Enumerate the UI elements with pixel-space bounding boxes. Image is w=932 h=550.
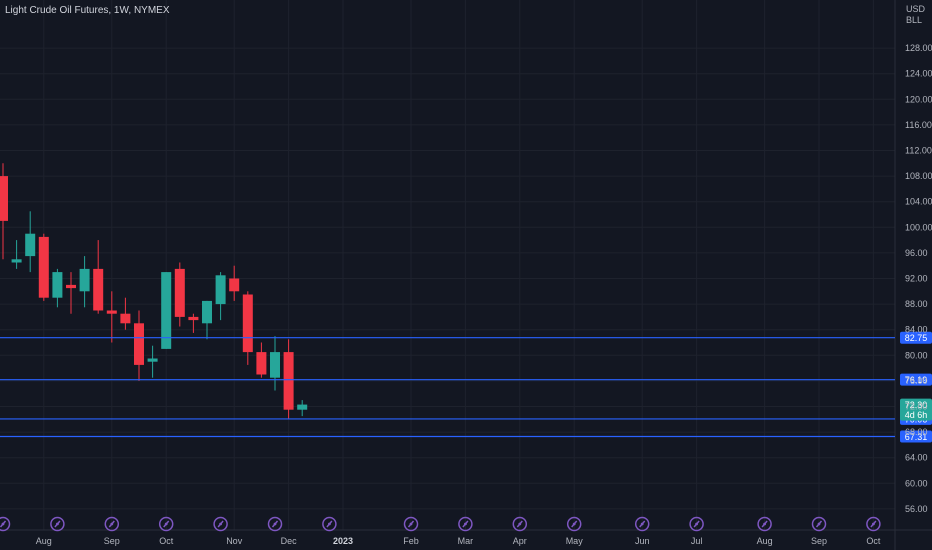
candle-body: [147, 358, 158, 362]
x-tick-label: Dec: [281, 536, 298, 546]
y-tick-label: 80.00: [905, 350, 928, 360]
last-price-badge[interactable]: [900, 398, 932, 421]
y-tick-label: 64.00: [905, 453, 928, 463]
time-axis[interactable]: Aug Sep Oct Nov Dec 2023 Feb Mar Apr May Jun Jul Aug…: [36, 536, 881, 546]
candle-body: [188, 316, 199, 321]
y-tick-label: 76.00: [905, 376, 928, 386]
candle-body: [202, 300, 212, 324]
x-tick-label: May: [566, 536, 584, 546]
y-tick-label: 104.00: [905, 197, 932, 207]
currency-label: USD: [906, 4, 926, 14]
x-tick-label: Nov: [226, 536, 243, 546]
event-marker-icon[interactable]: [866, 516, 881, 532]
candle-body: [79, 268, 90, 292]
unit-label: BLL: [906, 15, 922, 25]
y-tick-label: 60.00: [905, 478, 928, 488]
price-axis-header: USD BLL: [906, 4, 926, 25]
candle-body: [174, 268, 185, 317]
candle-body: [93, 268, 104, 311]
price-axis[interactable]: 56.00 60.00 64.00 68.00 72.00 76.00 80.00 84.00…: [905, 43, 932, 514]
y-tick-label: 108.00: [905, 171, 932, 181]
candle-body: [215, 275, 226, 305]
x-tick-label: Sep: [104, 536, 120, 546]
candle-body: [229, 278, 240, 292]
candle-body: [66, 284, 76, 289]
x-tick-label: 2023: [333, 536, 353, 546]
candle-body: [25, 233, 36, 257]
candle-body: [270, 352, 280, 378]
y-tick-label: 120.00: [905, 94, 932, 104]
y-tick-label: 92.00: [905, 274, 928, 284]
event-marker-icon[interactable]: [811, 516, 827, 532]
event-marker-icon[interactable]: [566, 516, 582, 532]
candle-body: [38, 236, 49, 298]
level-badge-label: 76.19: [905, 375, 928, 385]
y-tick-label: 124.00: [905, 69, 932, 79]
x-tick-label: Jun: [635, 536, 650, 546]
level-badge[interactable]: [900, 331, 932, 344]
last-price-label: 72.30: [905, 400, 928, 410]
y-tick-label: 56.00: [905, 504, 928, 514]
candle-body: [134, 323, 144, 365]
x-tick-label: Aug: [757, 536, 773, 546]
x-tick-label: Sep: [811, 536, 827, 546]
y-tick-label: 128.00: [905, 43, 932, 53]
candle-body: [161, 272, 172, 349]
x-tick-label: Apr: [513, 536, 527, 546]
level-badge[interactable]: [900, 430, 932, 443]
event-marker-icon[interactable]: [403, 516, 419, 532]
candle-body: [0, 176, 8, 221]
candle-body: [120, 313, 131, 324]
event-marker-icon[interactable]: [757, 516, 772, 532]
x-tick-label: Mar: [458, 536, 474, 546]
level-badge-label: 67.31: [905, 432, 928, 442]
candle-body: [283, 352, 294, 410]
candle-body: [106, 310, 117, 314]
candlestick-series: [0, 163, 308, 420]
candle-body: [242, 294, 253, 353]
y-tick-label: 88.00: [905, 299, 928, 309]
y-tick-label: 84.00: [905, 325, 928, 335]
event-marker-icon[interactable]: [458, 516, 473, 532]
level-badge[interactable]: [900, 373, 932, 386]
chart-title: Light Crude Oil Futures, 1W, NYMEX: [5, 5, 170, 16]
event-markers[interactable]: [0, 516, 881, 532]
event-marker-icon[interactable]: [158, 516, 174, 532]
bar-countdown-label: 4d 6h: [905, 410, 928, 420]
x-tick-label: Jul: [691, 536, 703, 546]
event-marker-icon[interactable]: [689, 516, 704, 532]
event-marker-icon[interactable]: [0, 516, 11, 532]
x-tick-label: Feb: [403, 536, 419, 546]
candle-body: [52, 272, 63, 298]
event-marker-icon[interactable]: [50, 516, 65, 532]
y-tick-label: 112.00: [905, 146, 932, 156]
y-tick-label: 68.00: [905, 427, 928, 437]
candle-body: [11, 259, 22, 263]
y-tick-label: 116.00: [905, 120, 932, 130]
candle-body: [256, 352, 267, 375]
x-tick-label: Oct: [159, 536, 174, 546]
event-marker-icon[interactable]: [634, 516, 650, 532]
level-badge-label: 82.75: [905, 333, 928, 343]
event-marker-icon[interactable]: [267, 516, 283, 532]
x-tick-label: Aug: [36, 536, 52, 546]
x-tick-label: Oct: [866, 536, 881, 546]
y-tick-label: 96.00: [905, 248, 928, 258]
event-marker-icon[interactable]: [104, 516, 120, 532]
event-marker-icon[interactable]: [322, 516, 337, 532]
y-tick-label: 72.00: [905, 402, 928, 412]
candle-body: [297, 404, 308, 410]
event-marker-icon[interactable]: [512, 516, 528, 532]
event-marker-icon[interactable]: [213, 516, 228, 532]
y-tick-label: 100.00: [905, 222, 932, 232]
